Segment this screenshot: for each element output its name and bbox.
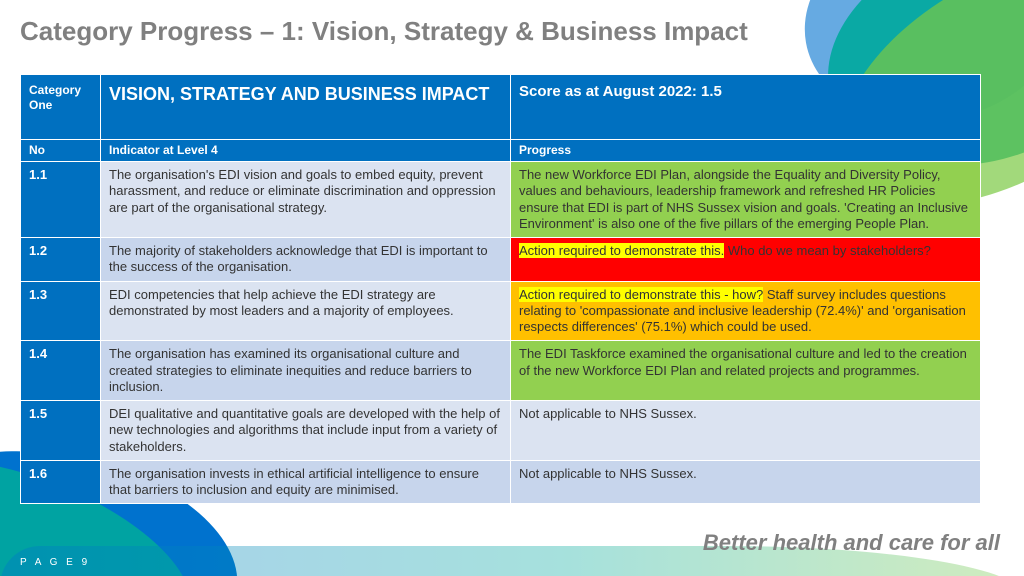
row-no: 1.3 [21, 281, 101, 341]
row-progress: Action required to demonstrate this - ho… [511, 281, 981, 341]
table-row: 1.6 The organisation invests in ethical … [21, 460, 981, 504]
row-progress-rest: Who do we mean by stakeholders? [724, 243, 931, 258]
page-number: P A G E 9 [20, 557, 90, 568]
highlight-text: Action required to demonstrate this - ho… [519, 287, 763, 302]
header-progress: Progress [511, 140, 981, 162]
header-category-label: Category One [21, 75, 101, 140]
header-score: Score as at August 2022: 1.5 [511, 75, 981, 140]
row-no: 1.6 [21, 460, 101, 504]
row-indicator: The organisation's EDI vision and goals … [101, 162, 511, 238]
table-row: 1.5 DEI qualitative and quantitative goa… [21, 401, 981, 461]
table-row: 1.1 The organisation's EDI vision and go… [21, 162, 981, 238]
table-row: 1.4 The organisation has examined its or… [21, 341, 981, 401]
row-no: 1.1 [21, 162, 101, 238]
page-title: Category Progress – 1: Vision, Strategy … [20, 16, 748, 47]
row-no: 1.4 [21, 341, 101, 401]
table-row: 1.3 EDI competencies that help achieve t… [21, 281, 981, 341]
header-category-title: VISION, STRATEGY AND BUSINESS IMPACT [101, 75, 511, 140]
row-indicator: The organisation has examined its organi… [101, 341, 511, 401]
table-header-row-1: Category One VISION, STRATEGY AND BUSINE… [21, 75, 981, 140]
table-row: 1.2 The majority of stakeholders acknowl… [21, 238, 981, 282]
row-progress: The new Workforce EDI Plan, alongside th… [511, 162, 981, 238]
row-progress: Not applicable to NHS Sussex. [511, 401, 981, 461]
highlight-text: Action required to demonstrate this. [519, 243, 724, 258]
row-indicator: DEI qualitative and quantitative goals a… [101, 401, 511, 461]
row-indicator: The organisation invests in ethical arti… [101, 460, 511, 504]
header-no: No [21, 140, 101, 162]
row-no: 1.5 [21, 401, 101, 461]
row-progress: Action required to demonstrate this. Who… [511, 238, 981, 282]
row-indicator: The majority of stakeholders acknowledge… [101, 238, 511, 282]
table-header-row-2: No Indicator at Level 4 Progress [21, 140, 981, 162]
category-table: Category One VISION, STRATEGY AND BUSINE… [20, 74, 981, 504]
footer-tagline: Better health and care for all [703, 530, 1000, 556]
header-indicator: Indicator at Level 4 [101, 140, 511, 162]
row-progress: The EDI Taskforce examined the organisat… [511, 341, 981, 401]
slide: Category Progress – 1: Vision, Strategy … [0, 0, 1024, 576]
row-progress: Not applicable to NHS Sussex. [511, 460, 981, 504]
row-indicator: EDI competencies that help achieve the E… [101, 281, 511, 341]
row-no: 1.2 [21, 238, 101, 282]
